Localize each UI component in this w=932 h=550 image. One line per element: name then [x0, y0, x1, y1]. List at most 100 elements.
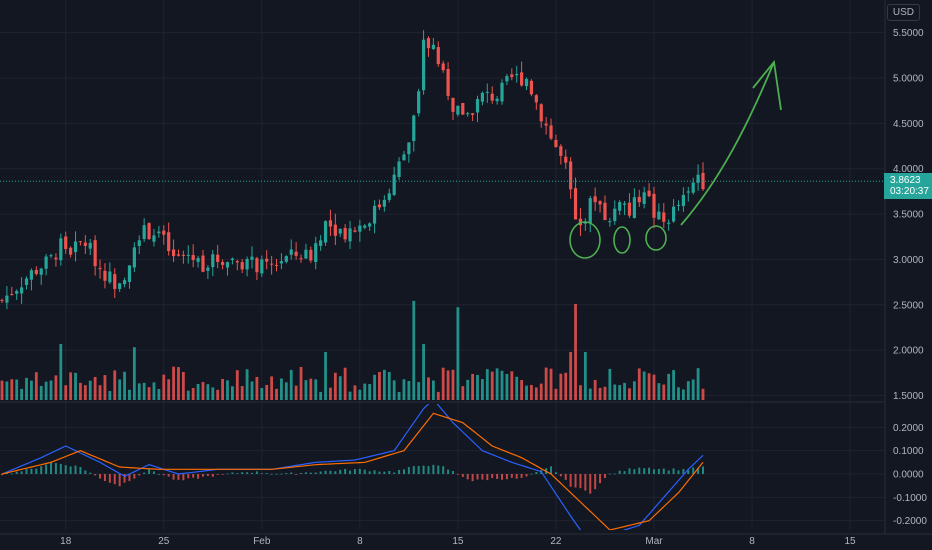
candle-body[interactable]	[402, 154, 406, 161]
candle-body[interactable]	[59, 238, 63, 261]
candle-body[interactable]	[255, 258, 259, 273]
candle-body[interactable]	[500, 82, 504, 102]
candle-body[interactable]	[475, 99, 480, 113]
candle-body[interactable]	[323, 221, 328, 243]
candle-body[interactable]	[569, 161, 573, 190]
candle-body[interactable]	[412, 115, 416, 141]
candle-body[interactable]	[240, 262, 244, 270]
candle-body[interactable]	[147, 223, 151, 240]
candle-body[interactable]	[127, 265, 132, 282]
candle-body[interactable]	[524, 78, 529, 87]
candle-body[interactable]	[618, 202, 622, 211]
candle-body[interactable]	[520, 72, 524, 86]
candle-body[interactable]	[220, 262, 225, 265]
candle-body[interactable]	[284, 256, 288, 262]
candle-body[interactable]	[372, 205, 377, 224]
candle-body[interactable]	[681, 194, 685, 207]
candle-body[interactable]	[299, 258, 303, 260]
candle-body[interactable]	[93, 240, 97, 267]
candle-body[interactable]	[515, 73, 519, 76]
candle-body[interactable]	[417, 91, 421, 114]
candle-body[interactable]	[162, 230, 166, 235]
currency-badge[interactable]: USD	[886, 4, 920, 21]
candle-body[interactable]	[534, 95, 538, 103]
candle-body[interactable]	[441, 63, 445, 71]
candle-body[interactable]	[554, 139, 558, 148]
candle-body[interactable]	[103, 270, 107, 281]
candle-body[interactable]	[118, 283, 122, 289]
candle-body[interactable]	[343, 228, 347, 240]
candle-body[interactable]	[559, 146, 563, 156]
candle-body[interactable]	[505, 76, 509, 82]
candle-body[interactable]	[564, 156, 568, 163]
candle-body[interactable]	[348, 228, 352, 242]
candle-body[interactable]	[142, 225, 146, 240]
candle-body[interactable]	[49, 255, 53, 257]
drawn-circle[interactable]	[645, 225, 667, 251]
candle-body[interactable]	[54, 257, 58, 260]
candle-body[interactable]	[407, 142, 411, 155]
user-drawings[interactable]	[569, 59, 782, 259]
candle-body[interactable]	[451, 97, 455, 112]
candle-body[interactable]	[495, 98, 499, 102]
candle-body[interactable]	[485, 91, 489, 93]
candle-body[interactable]	[294, 251, 298, 256]
candle-body[interactable]	[549, 125, 553, 139]
candle-body[interactable]	[98, 268, 102, 270]
candle-body[interactable]	[510, 74, 514, 78]
candle-body[interactable]	[461, 103, 465, 115]
candle-body[interactable]	[353, 230, 357, 232]
candle-body[interactable]	[78, 241, 83, 243]
candle-body[interactable]	[686, 191, 690, 193]
candle-body[interactable]	[157, 231, 161, 234]
candle-body[interactable]	[652, 193, 656, 218]
candle-body[interactable]	[613, 208, 617, 222]
candle-body[interactable]	[15, 290, 19, 294]
candle-body[interactable]	[436, 47, 440, 65]
candle-body[interactable]	[69, 247, 73, 255]
candle-body[interactable]	[216, 254, 220, 262]
macd-pane[interactable]	[1, 399, 704, 544]
candle-body[interactable]	[456, 105, 460, 115]
candle-body[interactable]	[225, 262, 230, 268]
candle-body[interactable]	[598, 201, 602, 205]
candle-body[interactable]	[691, 182, 695, 193]
candle-body[interactable]	[34, 269, 38, 274]
drawn-arrow-shaft[interactable]	[680, 61, 775, 226]
candle-body[interactable]	[466, 113, 470, 115]
candle-body[interactable]	[333, 224, 337, 236]
candle-body[interactable]	[137, 240, 141, 246]
candle-body[interactable]	[328, 220, 333, 227]
candle-body[interactable]	[642, 192, 646, 204]
candle-body[interactable]	[132, 247, 136, 268]
candle-body[interactable]	[358, 225, 362, 232]
candle-body[interactable]	[206, 267, 210, 271]
candle-body[interactable]	[108, 271, 112, 283]
candle-body[interactable]	[480, 92, 485, 102]
candlestick-series[interactable]	[0, 30, 885, 310]
candle-body[interactable]	[338, 228, 342, 234]
candle-body[interactable]	[39, 268, 43, 275]
candle-body[interactable]	[181, 254, 185, 256]
candle-body[interactable]	[270, 263, 274, 265]
candle-body[interactable]	[471, 113, 475, 115]
candle-body[interactable]	[490, 93, 494, 101]
candle-body[interactable]	[191, 255, 195, 261]
candle-body[interactable]	[627, 202, 632, 216]
candle-body[interactable]	[176, 254, 181, 256]
candle-body[interactable]	[446, 69, 450, 96]
candle-body[interactable]	[88, 242, 92, 249]
candle-body[interactable]	[309, 249, 313, 261]
candle-body[interactable]	[637, 196, 641, 203]
candle-body[interactable]	[152, 235, 156, 242]
candle-body[interactable]	[667, 222, 671, 224]
candle-body[interactable]	[167, 232, 171, 252]
candle-body[interactable]	[230, 258, 234, 261]
candle-body[interactable]	[314, 243, 318, 263]
candle-body[interactable]	[671, 206, 676, 222]
candle-body[interactable]	[676, 204, 681, 206]
candle-body[interactable]	[186, 254, 190, 256]
candle-body[interactable]	[20, 287, 24, 294]
